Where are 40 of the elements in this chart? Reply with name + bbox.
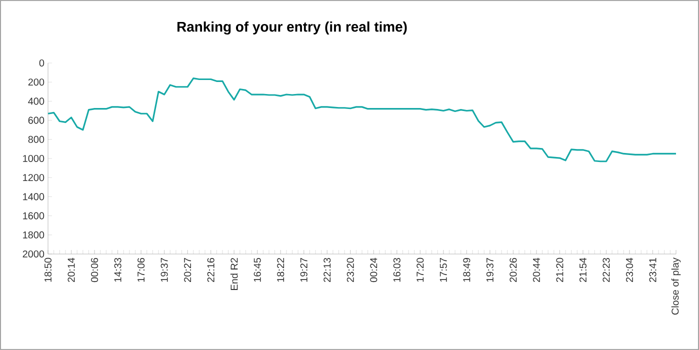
y-tick-label: 1400 — [23, 193, 44, 200]
x-tick-label: 18:50 — [44, 258, 52, 282]
x-tick-label: 22:23 — [602, 258, 610, 282]
x-tick-label: 23:04 — [626, 258, 634, 282]
x-tick-label: 00:24 — [370, 258, 378, 282]
x-tick-label: 21:54 — [579, 258, 586, 282]
y-tick-label: 200 — [28, 78, 44, 86]
x-tick-label: 19:37 — [160, 258, 168, 282]
x-tick-label: Close of play — [671, 258, 681, 315]
x-tick-label: 20:44 — [532, 258, 540, 282]
x-tick-label: 16:03 — [393, 258, 400, 282]
x-tick-label: 18:22 — [277, 258, 284, 282]
x-tick-label: 18:49 — [463, 258, 470, 282]
y-tick-label: 1800 — [23, 231, 44, 238]
x-tick-label: 21:20 — [556, 258, 564, 282]
y-tick-label: 800 — [28, 136, 44, 143]
x-tick-label: 17:20 — [416, 258, 424, 282]
y-tick-label: 2000 — [22, 250, 44, 258]
x-tick-label: 23:41 — [649, 258, 656, 282]
y-tick-label: 1200 — [23, 174, 44, 182]
x-tick-label: 20:14 — [68, 258, 75, 282]
x-tick-label: 14:33 — [114, 258, 122, 282]
x-tick-label: 20:26 — [510, 258, 517, 282]
x-tick-label: 22:13 — [324, 258, 331, 282]
x-tick-label: 16:45 — [254, 258, 261, 282]
x-tick-label: 00:06 — [91, 258, 98, 282]
x-tick-label: 22:16 — [207, 258, 214, 282]
y-tick-label: 600 — [28, 116, 44, 124]
y-tick-label: 1000 — [23, 154, 44, 162]
x-tick-label: End R2 — [230, 258, 238, 290]
chart-title: Ranking of your entry (in real time) — [177, 21, 407, 35]
x-tick-label: 19:27 — [300, 258, 308, 282]
y-tick-label: 400 — [28, 98, 44, 105]
x-tick-label: 23:20 — [346, 258, 354, 282]
x-tick-label: 17:06 — [138, 258, 145, 282]
x-tick-label: 19:37 — [486, 258, 494, 282]
x-tick-label: 20:27 — [184, 258, 192, 282]
y-tick-label: 1600 — [23, 212, 44, 220]
x-tick-label: 17:57 — [440, 258, 447, 282]
y-tick-label: 0 — [39, 59, 44, 67]
